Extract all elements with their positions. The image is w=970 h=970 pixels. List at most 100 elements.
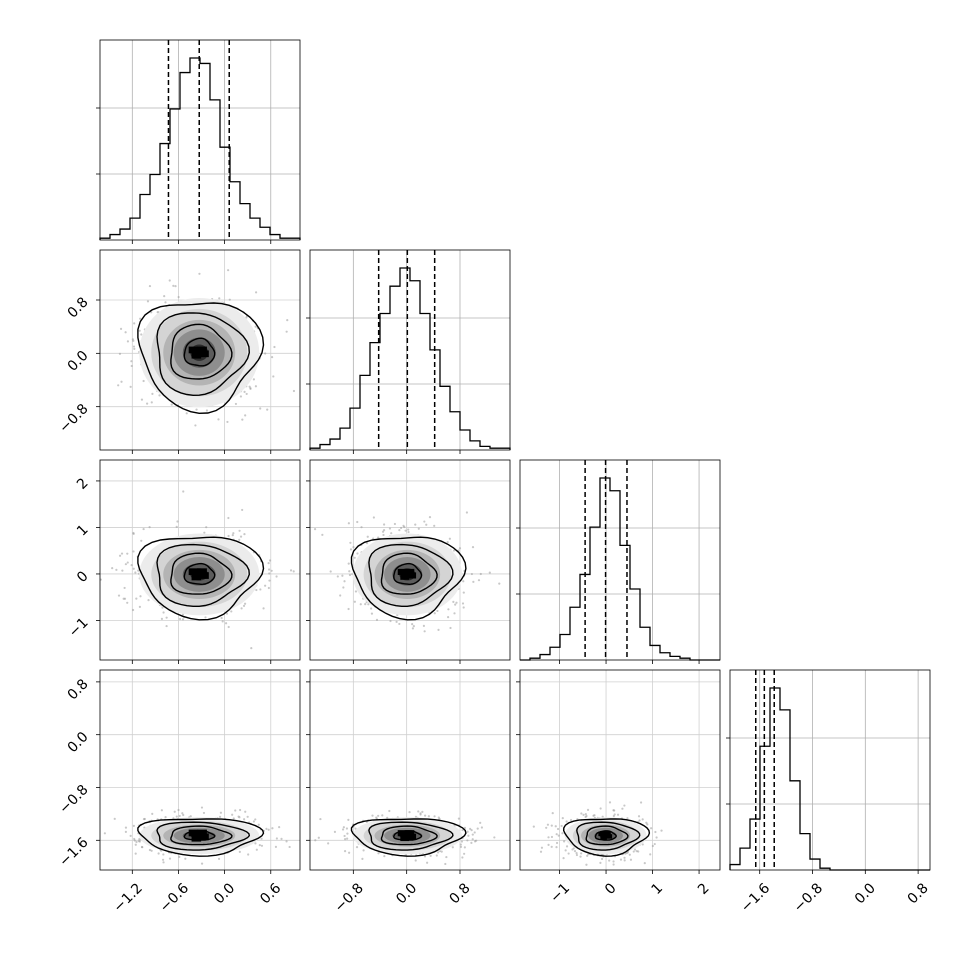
- contour-line: [380, 825, 438, 846]
- x-tick-label: 0: [602, 880, 620, 898]
- contour-line: [170, 323, 233, 380]
- density-peak-block: [199, 350, 209, 358]
- scatter-point: [286, 319, 289, 322]
- scatter-point: [313, 528, 317, 531]
- histogram-step: [99, 57, 301, 240]
- scatter-point: [205, 526, 208, 529]
- scatter-point: [265, 827, 268, 830]
- scatter-point: [232, 532, 235, 535]
- scatter-point: [227, 516, 230, 520]
- scatter-point: [238, 808, 242, 812]
- density-peak-block: [197, 829, 207, 837]
- scatter-point: [382, 529, 386, 532]
- contour-line: [380, 552, 438, 595]
- contour-line: [562, 818, 651, 857]
- scatter-point: [134, 571, 137, 574]
- scatter-point: [628, 853, 631, 856]
- scatter-point: [224, 622, 228, 625]
- scatter-point: [632, 850, 635, 853]
- contour-line: [170, 552, 233, 595]
- scatter-point: [637, 815, 641, 818]
- scatter-point: [407, 528, 410, 531]
- contour-line: [576, 821, 641, 851]
- scatter-point: [227, 534, 230, 538]
- scatter-point: [411, 623, 414, 626]
- y-tick-label: 0: [74, 568, 92, 586]
- scatter-point: [254, 325, 257, 328]
- scatter-point: [546, 823, 550, 826]
- scatter-point: [317, 836, 320, 839]
- scatter-point: [466, 839, 469, 842]
- panel-frame: [309, 459, 511, 661]
- contour-line: [393, 830, 423, 841]
- scatter-point: [177, 295, 180, 299]
- scatter-point: [133, 322, 136, 325]
- x-tick-label: 2: [695, 880, 713, 898]
- y-tick-label: −0.8: [56, 782, 91, 817]
- scatter-point: [111, 567, 114, 570]
- scatter-point: [616, 813, 620, 816]
- scatter-point: [612, 863, 615, 866]
- scatter-point: [643, 862, 646, 865]
- scatter-point: [245, 316, 248, 319]
- scatter-point: [138, 605, 141, 608]
- panel-content: [520, 670, 720, 870]
- scatter-point: [419, 813, 422, 816]
- density-panel-1-3: [306, 669, 511, 874]
- x-tick-label: 0.8: [447, 880, 474, 907]
- scatter-point: [547, 836, 550, 839]
- panel-content: [100, 250, 300, 450]
- contour-line: [350, 818, 467, 857]
- scatter-point: [245, 392, 248, 396]
- density-peak-block: [397, 830, 407, 837]
- scatter-point: [446, 540, 449, 544]
- scatter-point: [383, 523, 386, 526]
- scatter-point: [158, 394, 161, 397]
- panel-background: [100, 40, 300, 240]
- scatter-point: [230, 610, 233, 613]
- scatter-point: [428, 516, 432, 519]
- scatter-point: [140, 333, 143, 336]
- scatter-point: [170, 403, 173, 406]
- scatter-point: [189, 815, 192, 818]
- panel-frame: [309, 249, 511, 451]
- scatter-point: [126, 601, 129, 604]
- scatter-point: [467, 834, 470, 837]
- scatter-point: [130, 364, 133, 368]
- scatter-point: [356, 520, 359, 524]
- scatter-point: [377, 536, 380, 539]
- scatter-point: [623, 804, 626, 807]
- scatter-point: [459, 843, 462, 846]
- scatter-point: [660, 829, 663, 832]
- scatter-point: [157, 852, 160, 855]
- scatter-point: [372, 516, 375, 519]
- scatter-point: [381, 814, 384, 817]
- density-panel-0-3: [96, 669, 301, 874]
- contour-line: [156, 312, 251, 397]
- scatter-point: [272, 375, 275, 378]
- scatter-point: [493, 836, 496, 839]
- x-tick-label: 0.6: [257, 880, 284, 907]
- scatter-point: [539, 850, 543, 853]
- contour-line: [350, 536, 467, 621]
- scatter-point: [473, 831, 476, 834]
- scatter-point: [498, 582, 501, 585]
- density-panel-2-3: [516, 669, 721, 874]
- scatter-point: [119, 327, 123, 330]
- scatter-point: [185, 412, 188, 415]
- scatter-point: [580, 812, 583, 815]
- hist-panel-2: [516, 459, 721, 664]
- scatter-point: [354, 590, 358, 593]
- scatter-point: [126, 561, 129, 564]
- scatter-point: [198, 272, 201, 275]
- scatter-point: [560, 824, 563, 828]
- scatter-point: [124, 826, 128, 829]
- scatter-point: [472, 580, 475, 583]
- scatter-point: [470, 829, 473, 832]
- scatter-point: [462, 606, 465, 609]
- scatter-point: [314, 839, 317, 842]
- scatter-point: [280, 837, 283, 840]
- scatter-point: [181, 613, 185, 616]
- scatter-point: [126, 340, 130, 343]
- scatter-point: [164, 816, 167, 819]
